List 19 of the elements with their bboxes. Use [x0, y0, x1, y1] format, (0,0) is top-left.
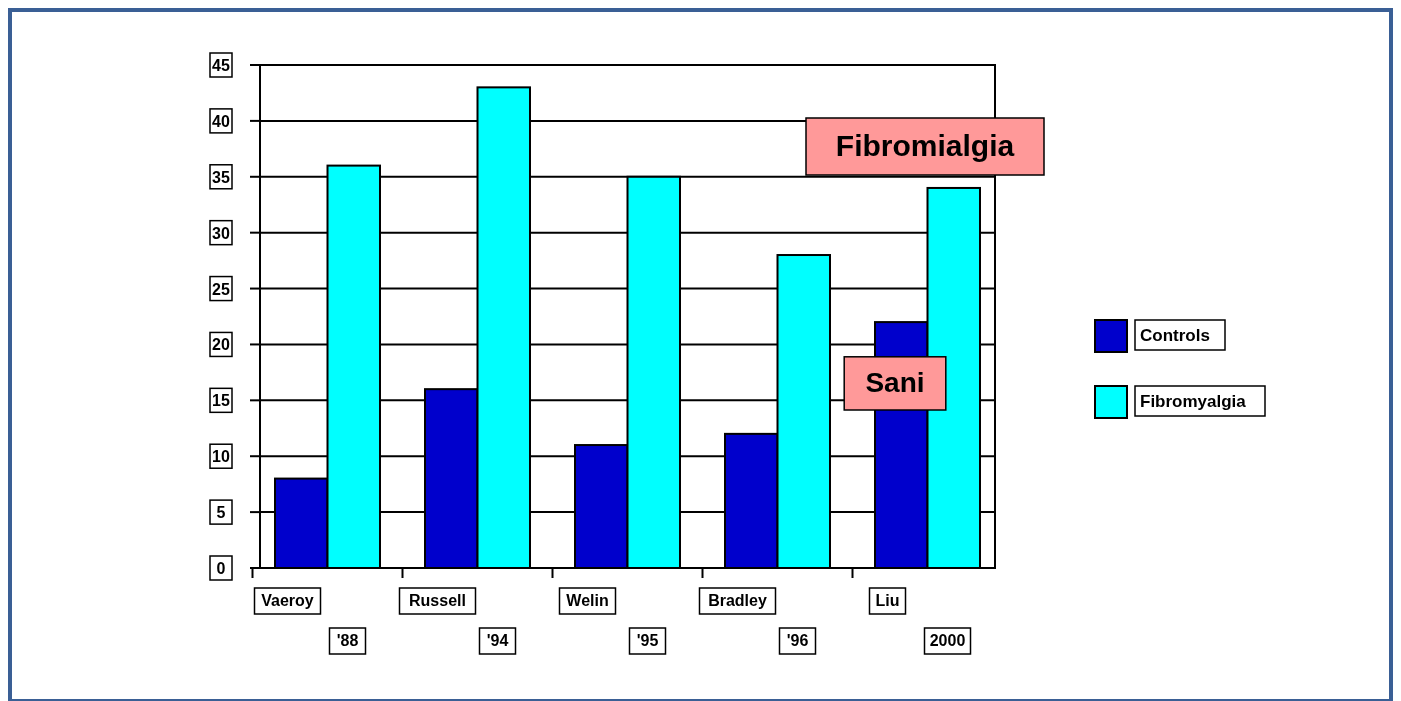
- legend-label: Fibromyalgia: [1140, 392, 1247, 411]
- category-label: Liu 2000: [875, 592, 966, 649]
- y-tick-label: 35: [212, 168, 230, 186]
- y-tick-label: 40: [212, 112, 230, 130]
- category-label: Welin '95: [566, 592, 659, 649]
- y-tick-label: 15: [212, 392, 230, 410]
- annotation: Fibromialgia: [835, 128, 1015, 162]
- y-tick-label: 10: [212, 448, 230, 466]
- legend-label: Controls: [1140, 326, 1210, 345]
- y-tick-label: 20: [212, 336, 230, 354]
- y-tick-label: 30: [212, 224, 230, 242]
- y-tick-label: 25: [212, 280, 230, 298]
- category-label: Vaeroy '88: [261, 592, 359, 649]
- annotation: Sani: [865, 366, 925, 398]
- y-tick-label: 45: [212, 57, 230, 74]
- category-label: Bradley '96: [708, 592, 809, 649]
- category-label: Russell '94: [409, 592, 509, 649]
- y-tick-label: 5: [216, 504, 226, 522]
- y-tick-label: 0: [216, 560, 226, 577]
